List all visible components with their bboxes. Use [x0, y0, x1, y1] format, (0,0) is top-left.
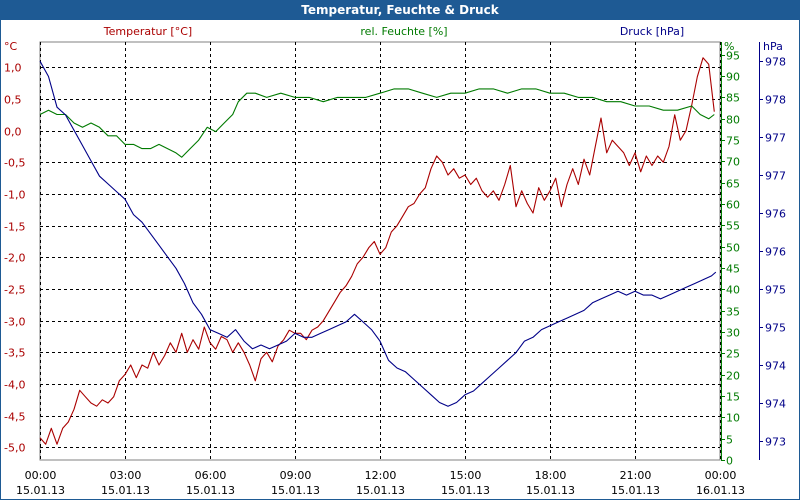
temperature-tick-label: -1,0 — [4, 189, 25, 202]
x-tick-date-label: 15.01.13 — [441, 484, 490, 497]
x-tick-time-label: 00:00 — [705, 469, 737, 482]
pressure-series-line — [39, 60, 717, 407]
x-tick-time-label: 21:00 — [620, 469, 652, 482]
x-tick-date-label: 16.01.13 — [696, 484, 745, 497]
x-tick-time-label: 06:00 — [195, 469, 227, 482]
humidity-tick-label: 75 — [726, 135, 740, 148]
x-tick-time-label: 12:00 — [365, 469, 397, 482]
pressure-tick-label: 974 — [765, 398, 786, 411]
temperature-tick-label: 0,5 — [4, 94, 22, 107]
humidity-tick-label: 20 — [726, 370, 740, 383]
x-tick-date-label: 15.01.13 — [611, 484, 660, 497]
temperature-tick-label: -4,5 — [4, 411, 25, 424]
x-tick-time-label: 18:00 — [535, 469, 567, 482]
humidity-tick-label: 5 — [726, 434, 733, 447]
humidity-tick-label: 80 — [726, 114, 740, 127]
humidity-tick-label: 50 — [726, 242, 740, 255]
humidity-unit-label: % — [724, 40, 734, 53]
pressure-tick-label: 976 — [765, 246, 786, 259]
x-tick-date-label: 15.01.13 — [526, 484, 575, 497]
pressure-tick-label: 975 — [765, 284, 786, 297]
temperature-tick-label: -3,0 — [4, 316, 25, 329]
humidity-tick-label: 15 — [726, 391, 740, 404]
humidity-tick-label: 55 — [726, 220, 740, 233]
temperature-tick-label: 1,0 — [4, 62, 22, 75]
temperature-tick-label: -0,5 — [4, 157, 25, 170]
pressure-tick-label: 978 — [765, 56, 786, 69]
humidity-tick-label: 35 — [726, 306, 740, 319]
x-tick-time-label: 09:00 — [280, 469, 312, 482]
pressure-unit-label: hPa — [763, 40, 783, 53]
x-tick-date-label: 15.01.13 — [186, 484, 235, 497]
x-tick-date-label: 15.01.13 — [101, 484, 150, 497]
temperature-unit-label: °C — [4, 40, 18, 53]
humidity-tick-label: 70 — [726, 156, 740, 169]
humidity-tick-label: 60 — [726, 199, 740, 212]
pressure-tick-label: 978 — [765, 94, 786, 107]
temperature-tick-label: -2,5 — [4, 284, 25, 297]
pressure-axis-header: Druck [hPa] — [620, 25, 684, 38]
chart-title: Temperatur, Feuchte & Druck — [0, 0, 800, 20]
humidity-tick-label: 65 — [726, 178, 740, 191]
pressure-tick-label: 977 — [765, 170, 786, 183]
humidity-tick-label: 0 — [726, 455, 733, 468]
temperature-tick-label: -2,0 — [4, 252, 25, 265]
temperature-tick-label: -4,0 — [4, 379, 25, 392]
temperature-tick-label: -1,5 — [4, 221, 25, 234]
humidity-axis-header: rel. Feuchte [%] — [360, 25, 447, 38]
humidity-tick-label: 90 — [726, 71, 740, 84]
temperature-tick-label: 0,0 — [4, 126, 22, 139]
temperature-tick-label: -5,0 — [4, 442, 25, 455]
x-tick-date-label: 15.01.13 — [356, 484, 405, 497]
humidity-tick-label: 45 — [726, 263, 740, 276]
pressure-tick-label: 977 — [765, 132, 786, 145]
x-tick-date-label: 15.01.13 — [16, 484, 65, 497]
humidity-series-line — [39, 88, 715, 158]
temperature-tick-label: -3,5 — [4, 347, 25, 360]
humidity-tick-label: 95 — [726, 50, 740, 63]
pressure-tick-label: 974 — [765, 360, 786, 373]
humidity-tick-label: 25 — [726, 348, 740, 361]
pressure-tick-label: 975 — [765, 322, 786, 335]
pressure-tick-label: 973 — [765, 436, 786, 449]
x-tick-time-label: 03:00 — [110, 469, 142, 482]
x-tick-date-label: 15.01.13 — [271, 484, 320, 497]
humidity-tick-label: 85 — [726, 92, 740, 105]
temperature-series-line — [39, 57, 715, 445]
pressure-tick-label: 976 — [765, 208, 786, 221]
x-tick-time-label: 15:00 — [450, 469, 482, 482]
x-tick-time-label: 00:00 — [25, 469, 57, 482]
humidity-tick-label: 30 — [726, 327, 740, 340]
humidity-tick-label: 10 — [726, 412, 740, 425]
humidity-tick-label: 40 — [726, 284, 740, 297]
temperature-axis-header: Temperatur [°C] — [103, 25, 192, 38]
